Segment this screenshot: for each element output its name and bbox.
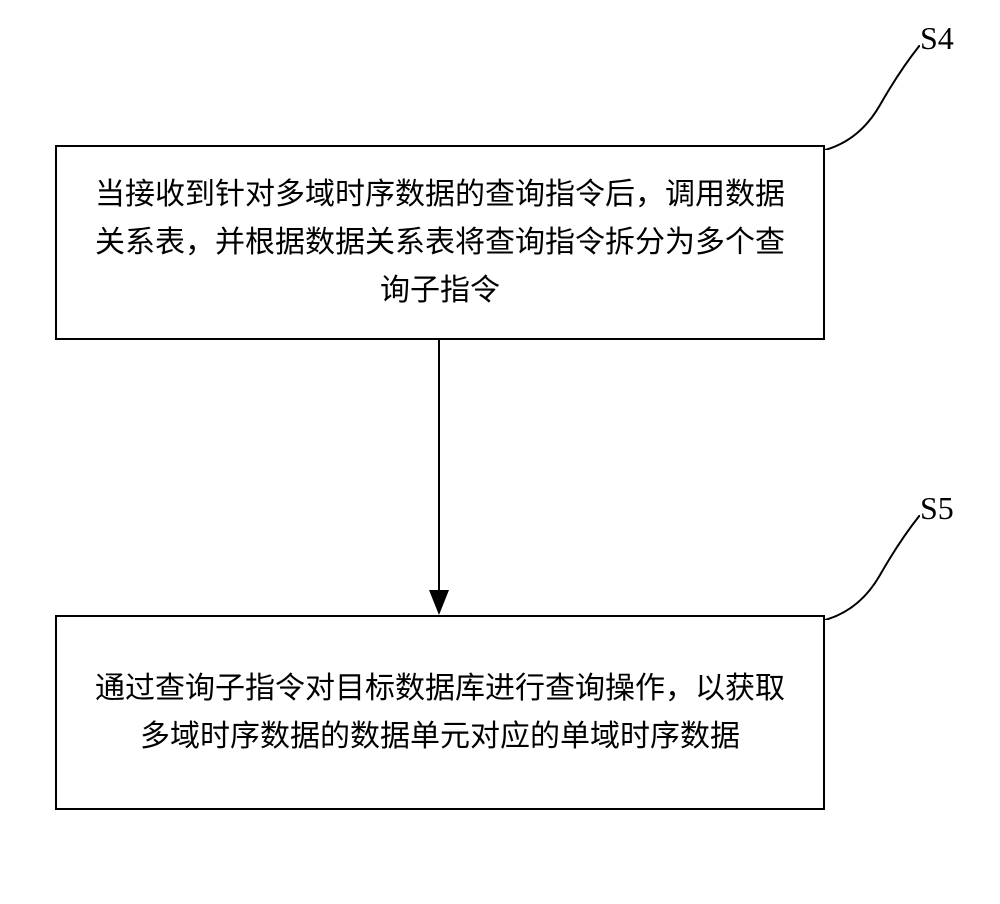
node-s5-text: 通过查询子指令对目标数据库进行查询操作，以获取多域时序数据的数据单元对应的单域时… <box>87 665 793 761</box>
flowchart-container: 当接收到针对多域时序数据的查询指令后，调用数据关系表，并根据数据关系表将查询指令… <box>0 0 1000 904</box>
label-s4: S4 <box>920 20 954 57</box>
flowchart-node-s5: 通过查询子指令对目标数据库进行查询操作，以获取多域时序数据的数据单元对应的单域时… <box>55 615 825 810</box>
flowchart-node-s4: 当接收到针对多域时序数据的查询指令后，调用数据关系表，并根据数据关系表将查询指令… <box>55 145 825 340</box>
connector-curve-s5 <box>825 515 920 620</box>
arrow-line <box>438 340 440 595</box>
label-s5: S5 <box>920 490 954 527</box>
node-s4-text: 当接收到针对多域时序数据的查询指令后，调用数据关系表，并根据数据关系表将查询指令… <box>87 171 793 315</box>
connector-curve-s4 <box>825 45 920 150</box>
arrow-head-icon <box>429 590 449 615</box>
